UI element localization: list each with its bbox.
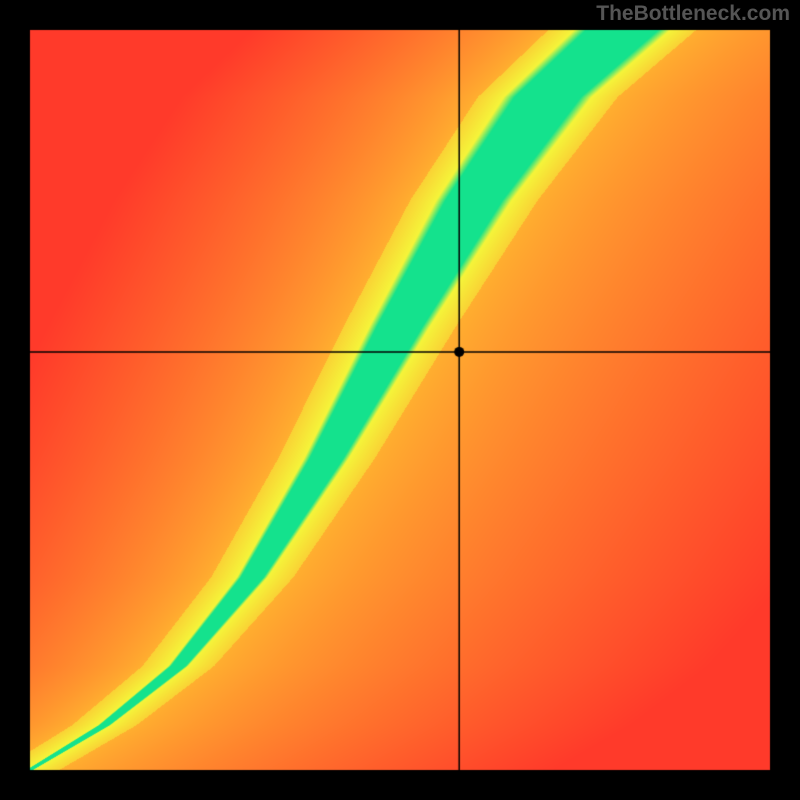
watermark-text: TheBottleneck.com <box>596 2 790 26</box>
bottleneck-heatmap-canvas <box>0 0 800 800</box>
chart-container: TheBottleneck.com <box>0 0 800 800</box>
